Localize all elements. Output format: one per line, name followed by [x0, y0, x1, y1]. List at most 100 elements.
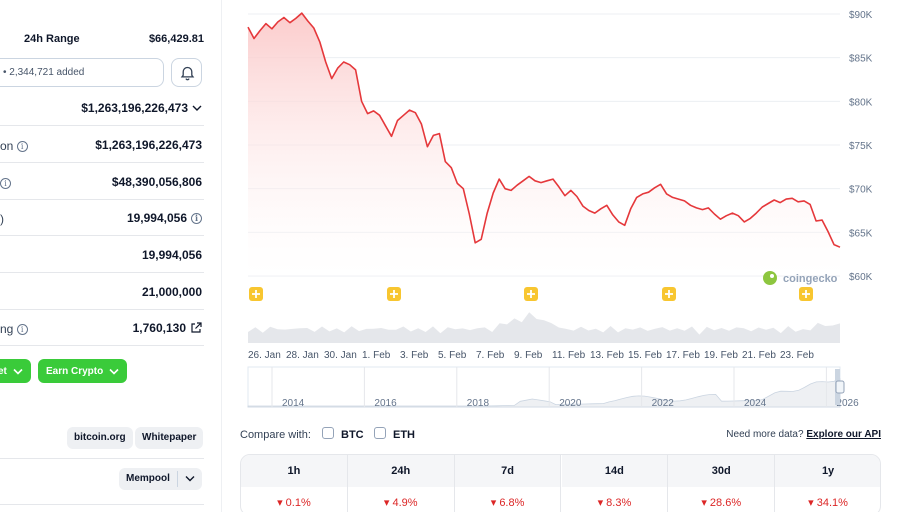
- info-icon[interactable]: i: [16, 324, 28, 336]
- paren-fragment: ): [0, 212, 4, 226]
- y-tick-label: $65K: [849, 228, 873, 239]
- performance-percent: 6.8%: [499, 497, 525, 509]
- y-tick-label: $60K: [849, 272, 873, 283]
- down-arrow-icon: ▾: [277, 497, 286, 509]
- performance-header: 1h: [241, 455, 347, 487]
- x-tick-label: 28. Jan: [286, 350, 319, 361]
- watchlist-button[interactable]: • 2,344,721 added: [0, 58, 164, 87]
- info-icon[interactable]: i: [191, 212, 202, 224]
- circulating-supply-value: 19,994,056: [126, 211, 187, 225]
- performance-value: ▾ 28.6%: [668, 487, 774, 512]
- stat-row-fdv: on i $1,263,196,226,473: [0, 127, 204, 163]
- chevron-down-icon[interactable]: [192, 104, 202, 112]
- coingecko-logo-icon: [763, 271, 777, 285]
- navigator-year-label: 2016: [374, 398, 397, 409]
- performance-header: 24h: [347, 455, 454, 487]
- x-tick-label: 13. Feb: [590, 350, 624, 361]
- down-arrow-icon: ▾: [383, 497, 393, 509]
- down-arrow-icon: ▾: [490, 497, 500, 509]
- info-icon[interactable]: i: [16, 141, 28, 153]
- volume-area: [248, 312, 840, 343]
- external-link-icon[interactable]: [190, 322, 202, 334]
- x-tick-label: 15. Feb: [628, 350, 662, 361]
- compare-btc-checkbox[interactable]: [322, 427, 334, 439]
- stat-row-market-cap: $1,263,196,226,473: [0, 90, 204, 126]
- performance-column: 24h ▾ 4.9%: [347, 455, 455, 512]
- x-tick-label: 30. Jan: [324, 350, 357, 361]
- price-alert-button[interactable]: [171, 58, 202, 87]
- navigator-year-label: 2022: [652, 398, 675, 409]
- performance-column: 30d ▾ 28.6%: [668, 455, 776, 512]
- performance-percent: 8.3%: [606, 497, 632, 509]
- performance-percent: 34.1%: [816, 497, 848, 509]
- down-arrow-icon: ▾: [808, 497, 817, 509]
- info-icon[interactable]: i: [0, 178, 11, 190]
- stat-row-treasury: ng i 1,760,130: [0, 310, 204, 346]
- navigator-year-label: 2014: [282, 398, 305, 409]
- x-tick-label: 9. Feb: [514, 350, 543, 361]
- price-area-fill: [248, 13, 840, 276]
- x-tick-label: 17. Feb: [666, 350, 700, 361]
- explore-api-link[interactable]: Explore our API: [806, 429, 881, 440]
- event-marker-icon[interactable]: [249, 287, 263, 301]
- stat-row-max-supply: 21,000,000: [0, 274, 204, 310]
- coingecko-watermark: coingecko: [763, 271, 838, 285]
- performance-value: ▾ 4.9%: [348, 487, 454, 512]
- compare-eth-label[interactable]: ETH: [393, 429, 415, 441]
- event-marker-icon[interactable]: [524, 287, 538, 301]
- stat-row-total-supply: 19,994,056: [0, 237, 204, 273]
- chevron-down-icon: [109, 368, 119, 375]
- y-tick-label: $85K: [849, 54, 873, 65]
- compare-eth-checkbox[interactable]: [374, 427, 386, 439]
- chevron-down-icon[interactable]: [185, 475, 195, 482]
- wallet-button[interactable]: et: [0, 359, 31, 383]
- price-chart[interactable]: $90K $85K $80K $75K $70K $65K $60K coingecko 2…: [240, 0, 911, 420]
- volume-value: $48,390,056,806: [111, 175, 202, 189]
- x-tick-label: 23. Feb: [780, 350, 814, 361]
- performance-value: ▾ 6.8%: [455, 487, 561, 512]
- performance-column: 1y ▾ 34.1%: [775, 455, 880, 512]
- event-marker-icon[interactable]: [662, 287, 676, 301]
- max-supply-value: 21,000,000: [141, 285, 202, 299]
- watchlist-count: • 2,344,721 added: [3, 67, 85, 78]
- compare-btc-label[interactable]: BTC: [341, 429, 364, 441]
- coin-stats-panel: 24h Range $66,429.81 • 2,344,721 added $…: [0, 0, 222, 512]
- navigator-handle[interactable]: [835, 380, 845, 394]
- earn-crypto-button[interactable]: Earn Crypto: [38, 359, 128, 383]
- stat-row-circulating-supply: ) 19,994,056 i: [0, 200, 204, 236]
- navigator-year-label: 2026: [836, 398, 859, 409]
- x-tick-label: 19. Feb: [704, 350, 738, 361]
- wallet-button-label: et: [0, 365, 7, 377]
- performance-percent: 0.1%: [285, 497, 311, 509]
- compare-row: Compare with: BTC ETH Need more data? Ex…: [240, 427, 881, 443]
- earn-crypto-label: Earn Crypto: [46, 365, 104, 377]
- performance-column: 14d ▾ 8.3%: [561, 455, 669, 512]
- treasury-value: 1,760,130: [132, 321, 186, 335]
- performance-header: 1y: [775, 455, 880, 487]
- divider: [0, 458, 204, 459]
- down-arrow-icon: ▾: [701, 497, 710, 509]
- website-link[interactable]: bitcoin.org: [67, 427, 133, 449]
- performance-percent: 4.9%: [392, 497, 418, 509]
- performance-value: ▾ 0.1%: [241, 487, 347, 512]
- range-label: 24h Range: [24, 33, 80, 45]
- range-row: 24h Range $66,429.81: [0, 30, 206, 50]
- range-navigator[interactable]: [247, 366, 841, 408]
- performance-column: 1h ▾ 0.1%: [241, 455, 348, 512]
- performance-header: 14d: [561, 455, 668, 487]
- performance-header: 30d: [668, 455, 775, 487]
- treasury-label: ng: [0, 322, 14, 336]
- event-marker-icon[interactable]: [387, 287, 401, 301]
- performance-table: 1h ▾ 0.1% 24h ▾ 4.9% 7d ▾ 6.8% 14d ▾ 8.3% 30d ▾ 2…: [240, 454, 881, 512]
- whitepaper-link[interactable]: Whitepaper: [135, 427, 204, 449]
- explorer-link[interactable]: Mempool: [119, 468, 202, 490]
- x-tick-label: 26. Jan: [248, 350, 281, 361]
- explorer-label: Mempool: [126, 473, 170, 484]
- x-tick-label: 21. Feb: [742, 350, 776, 361]
- navigator-year-label: 2024: [744, 398, 767, 409]
- navigator-year-label: 2020: [559, 398, 582, 409]
- event-marker-icon[interactable]: [799, 287, 813, 301]
- performance-value: ▾ 8.3%: [562, 487, 668, 512]
- y-tick-label: $70K: [849, 185, 873, 196]
- x-tick-label: 1. Feb: [362, 350, 391, 361]
